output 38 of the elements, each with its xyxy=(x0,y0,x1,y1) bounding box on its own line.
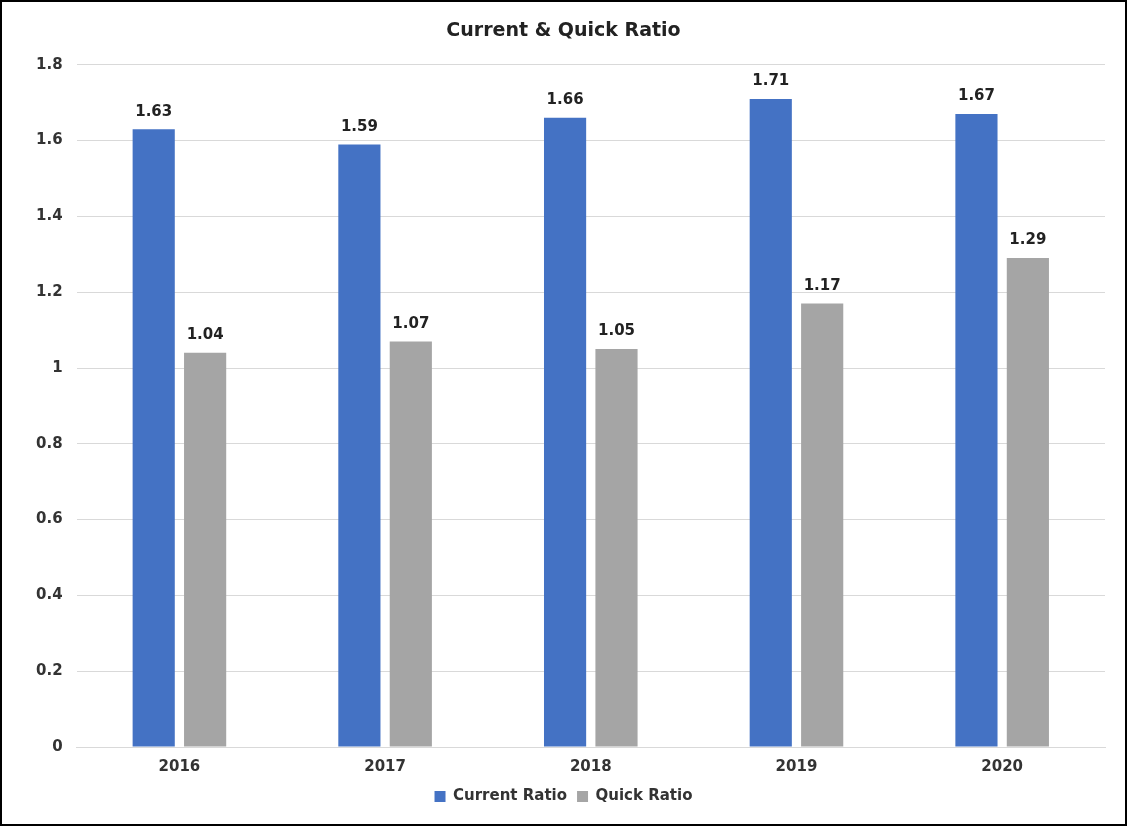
bar xyxy=(801,303,844,747)
bar xyxy=(132,129,175,747)
bar xyxy=(338,144,381,747)
data-label: 1.71 xyxy=(752,71,790,90)
legend-label: Quick Ratio xyxy=(595,786,693,805)
data-label: 1.07 xyxy=(392,313,430,332)
data-label: 1.29 xyxy=(1009,230,1047,249)
bar xyxy=(389,341,432,747)
y-tick-label: 0.2 xyxy=(35,661,63,680)
x-tick-label: 2020 xyxy=(981,756,1024,775)
x-tick-label: 2016 xyxy=(158,756,201,775)
data-label: 1.05 xyxy=(597,321,635,340)
data-label: 1.67 xyxy=(957,86,995,105)
chart-title: Current & Quick Ratio xyxy=(446,18,681,41)
y-tick-label: 0 xyxy=(52,736,63,755)
y-tick-label: 1 xyxy=(52,357,63,376)
data-label: 1.17 xyxy=(803,275,841,294)
y-tick-label: 1.6 xyxy=(35,130,63,149)
bar xyxy=(749,98,792,747)
bar xyxy=(595,349,638,747)
y-tick-label: 0.4 xyxy=(35,585,63,604)
data-label: 1.59 xyxy=(340,116,378,135)
data-label: 1.66 xyxy=(546,90,584,109)
x-tick-label: 2019 xyxy=(775,756,818,775)
y-tick-label: 1.4 xyxy=(35,206,63,225)
bar xyxy=(955,114,998,747)
data-label: 1.63 xyxy=(135,101,173,120)
data-label: 1.04 xyxy=(186,325,224,344)
y-tick-label: 0.8 xyxy=(35,433,63,452)
x-tick-label: 2018 xyxy=(569,756,612,775)
bar xyxy=(1006,258,1049,747)
y-tick-label: 1.8 xyxy=(35,54,63,73)
x-tick-label: 2017 xyxy=(364,756,406,775)
legend-label: Current Ratio xyxy=(453,786,568,805)
y-tick-label: 0.6 xyxy=(35,509,63,528)
bar xyxy=(184,352,227,747)
bar xyxy=(543,117,587,747)
y-tick-label: 1.2 xyxy=(35,282,63,301)
